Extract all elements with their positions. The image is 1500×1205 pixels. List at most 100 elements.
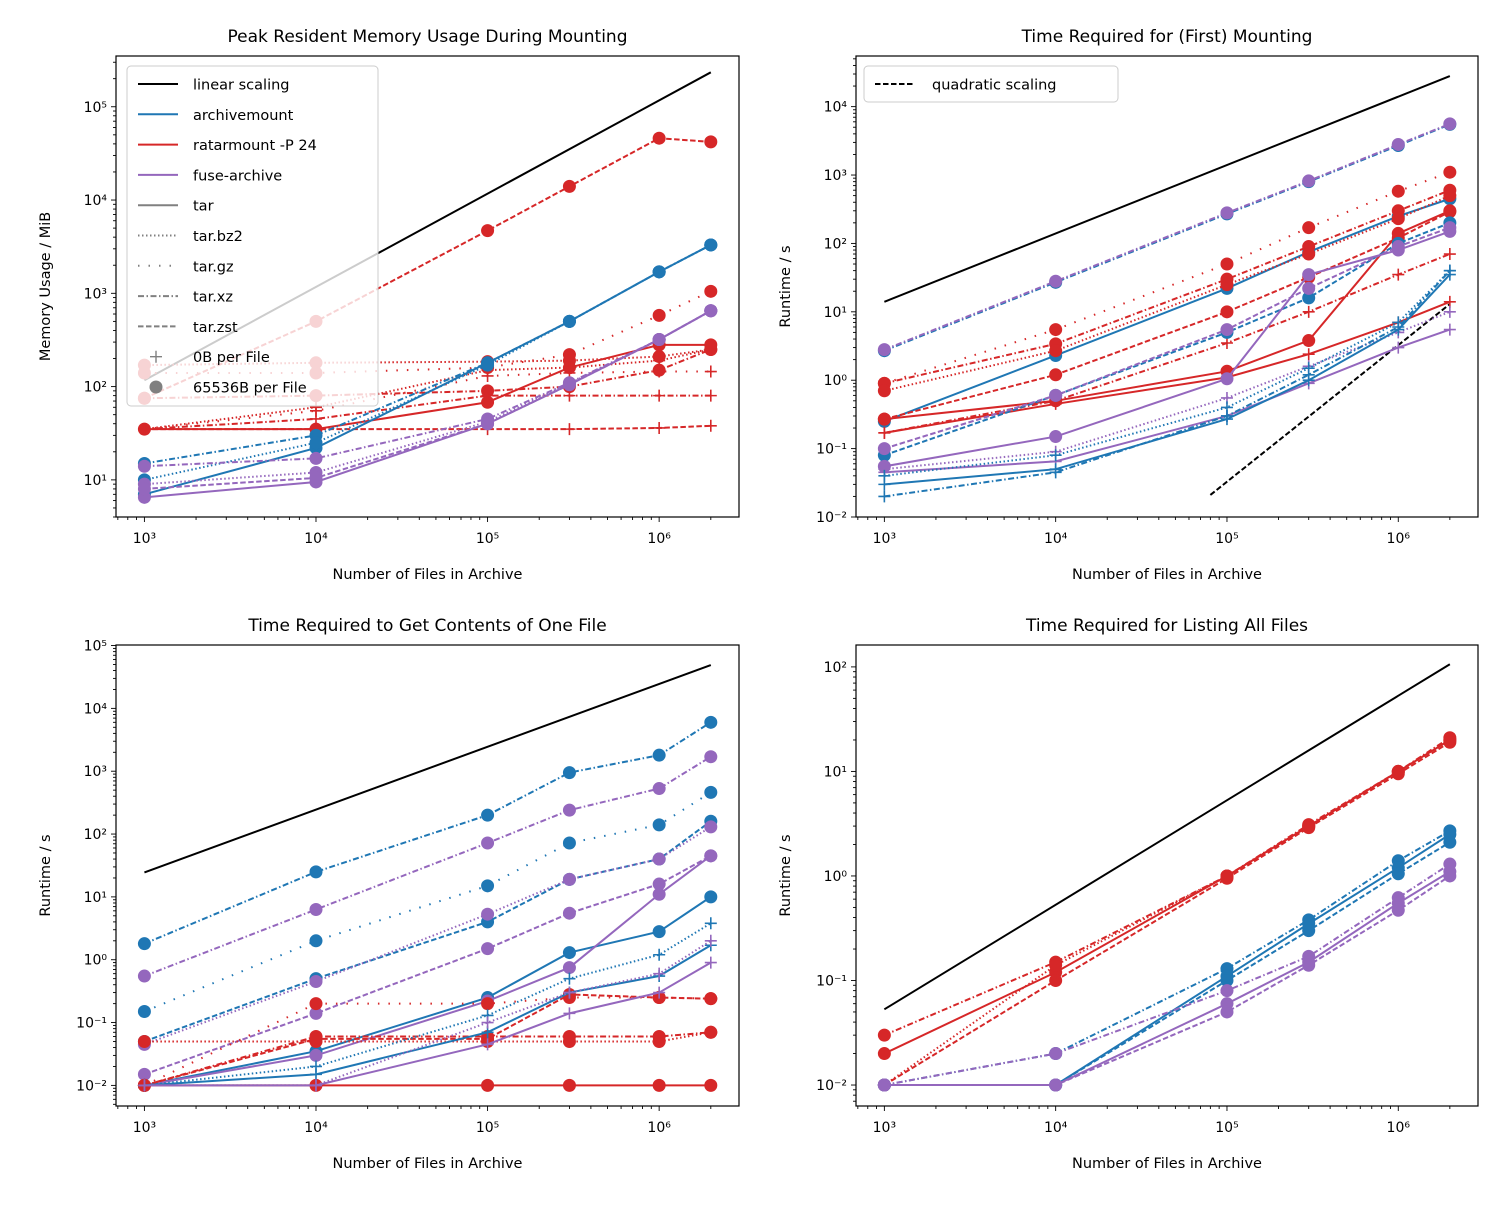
data-point bbox=[1302, 958, 1316, 972]
data-point bbox=[1220, 1005, 1234, 1019]
series-ratarmount-tar-gz-65536B-line bbox=[143, 996, 711, 1087]
series-fuse-archive-tar-bz2-0B-line bbox=[144, 939, 712, 1087]
series-ratarmount-tar-xz-0B-line bbox=[884, 253, 1451, 434]
x-tick-label: 10³ bbox=[873, 1120, 896, 1136]
data-point bbox=[1443, 117, 1457, 131]
data-point bbox=[481, 224, 495, 238]
series-fuse-archive-tar-xz-65536B-line bbox=[883, 122, 1451, 351]
data-point bbox=[653, 389, 666, 402]
subplot-4: Time Required for Listing All Files Numbe… bbox=[778, 616, 1479, 1172]
data-point bbox=[137, 1067, 151, 1081]
data-point bbox=[704, 890, 718, 904]
y-tick-label: 10¹ bbox=[84, 473, 107, 489]
series-fuse-archive-tar-zst-65536B-line bbox=[144, 854, 712, 1076]
data-point bbox=[704, 992, 718, 1006]
data-point bbox=[309, 1006, 323, 1020]
chart-title: Time Required to Get Contents of One Fil… bbox=[247, 616, 606, 636]
data-point bbox=[652, 1029, 666, 1043]
series-archivemount-tar-xz-0B-line bbox=[884, 269, 1451, 498]
data-point bbox=[877, 1078, 891, 1092]
series-archivemount-tar-0B-line bbox=[884, 273, 1451, 486]
series-fuse-archive-tar-65536B-line bbox=[884, 870, 1451, 1087]
y-axis-label: Runtime / s bbox=[38, 834, 54, 916]
data-point bbox=[481, 1078, 495, 1092]
data-point bbox=[1391, 243, 1405, 257]
data-point bbox=[877, 1047, 891, 1061]
x-tick-label: 10⁶ bbox=[647, 531, 671, 547]
series-ratarmount-tar-xz-65536B-line bbox=[883, 736, 1451, 1037]
subplot-3: Time Required to Get Contents of One Fil… bbox=[38, 616, 740, 1172]
data-point bbox=[704, 785, 718, 799]
data-point bbox=[137, 937, 151, 951]
y-axis-label: Runtime / s bbox=[778, 245, 794, 327]
data-point bbox=[562, 946, 576, 960]
subplot-1: Peak Resident Memory Usage During Mounti… bbox=[38, 27, 740, 583]
data-point bbox=[309, 902, 323, 916]
data-point bbox=[1302, 821, 1316, 835]
data-point bbox=[704, 135, 718, 149]
x-tick-label: 10⁵ bbox=[1215, 1120, 1238, 1136]
x-tick-label: 10⁶ bbox=[647, 1120, 671, 1136]
y-tick-label: 10¹ bbox=[84, 890, 107, 906]
axes-frame bbox=[855, 55, 1479, 518]
data-point bbox=[653, 421, 666, 434]
series-fuse-archive-tar-0B-line bbox=[144, 961, 712, 1087]
data-point bbox=[1302, 268, 1316, 282]
series-ratarmount-tar-xz-65536B-line bbox=[144, 1031, 711, 1087]
data-point bbox=[1220, 871, 1234, 885]
data-point bbox=[1443, 204, 1457, 218]
x-tick-label: 10⁴ bbox=[1044, 531, 1068, 547]
data-point bbox=[652, 308, 666, 322]
series-archivemount-tar-bz2-65536B-line bbox=[144, 244, 712, 481]
data-point bbox=[1302, 924, 1316, 938]
y-tick-label: 10⁴ bbox=[84, 701, 108, 717]
y-tick-label: 10⁴ bbox=[824, 100, 848, 116]
series-ratarmount-tar-bz2-0B-line bbox=[144, 348, 712, 431]
data-point bbox=[1443, 735, 1457, 749]
data-point bbox=[1392, 320, 1405, 333]
data-point bbox=[653, 365, 666, 378]
data-point bbox=[1049, 973, 1063, 987]
chart-title: Peak Resident Memory Usage During Mounti… bbox=[228, 27, 628, 47]
series-ratarmount-tar-0B-line bbox=[884, 300, 1451, 434]
quadratic-scaling-line bbox=[1209, 303, 1451, 496]
data-point bbox=[877, 384, 891, 398]
x-tick-label: 10⁴ bbox=[304, 531, 328, 547]
data-point bbox=[877, 343, 891, 357]
series-ratarmount-tar-xz-65536B-line bbox=[884, 189, 1451, 385]
series-fuse-archive-tar-zst-65536B-line bbox=[884, 226, 1451, 450]
x-tick-label: 10⁴ bbox=[1044, 1120, 1068, 1136]
data-point bbox=[1391, 226, 1405, 240]
data-point bbox=[1302, 348, 1315, 361]
data-point bbox=[481, 1016, 494, 1029]
data-point bbox=[1049, 430, 1063, 444]
data-point bbox=[704, 1078, 718, 1092]
data-point bbox=[1049, 368, 1063, 382]
y-tick-label: 10⁻² bbox=[816, 510, 847, 526]
data-point bbox=[309, 436, 323, 450]
legend-label: tar.gz bbox=[193, 259, 234, 275]
y-tick-label: 10² bbox=[824, 660, 847, 676]
x-axis-label: Number of Files in Archive bbox=[1072, 1156, 1262, 1172]
data-point bbox=[1302, 247, 1316, 261]
y-tick-label: 10¹ bbox=[824, 764, 847, 780]
y-tick-label: 10⁵ bbox=[84, 100, 107, 116]
data-point bbox=[138, 1079, 151, 1092]
series-fuse-archive-tar-bz2-65536B-line bbox=[144, 826, 712, 1046]
data-point bbox=[1049, 1047, 1063, 1061]
plot-area bbox=[137, 664, 718, 1092]
data-point bbox=[704, 1025, 718, 1039]
data-point bbox=[309, 412, 322, 425]
data-point bbox=[481, 389, 494, 402]
data-point bbox=[652, 748, 666, 762]
data-point bbox=[1049, 958, 1063, 972]
data-point bbox=[137, 1034, 151, 1048]
y-tick-label: 10⁰ bbox=[824, 373, 848, 389]
data-point bbox=[1220, 984, 1234, 998]
y-tick-label: 10² bbox=[824, 236, 847, 252]
data-point bbox=[653, 948, 666, 961]
series-ratarmount-tar-bz2-65536B-line bbox=[144, 1031, 711, 1043]
series-archivemount-tar-xz-65536B-line bbox=[884, 830, 1451, 1087]
data-point bbox=[1302, 291, 1316, 305]
